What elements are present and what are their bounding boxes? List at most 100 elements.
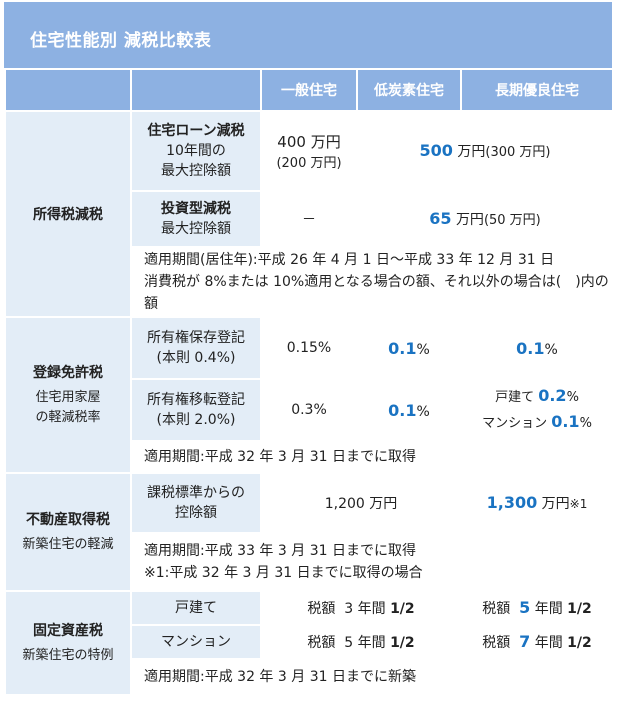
invest-merged-num: 65 — [429, 209, 452, 228]
reg-transfer-row: 所有権移転登記 (本則 2.0%) 0.3% 0.1% 戸建て 0.2% マンシ… — [5, 378, 614, 442]
income-invest-row: 投資型減税 最大控除額 － 65 万円(50 万円) — [5, 190, 614, 248]
invest-merged-unit: 万円 — [455, 212, 484, 228]
loan-line3: 最大控除額 — [161, 163, 231, 179]
registration-sub-1: 住宅用家屋 — [35, 390, 101, 405]
transfer-line1: 所有権移転登記 — [147, 392, 245, 408]
preservation-lowcarbon-unit: % — [416, 341, 430, 358]
detached-right-num: 5 — [519, 598, 531, 617]
invest-title: 投資型減税 — [161, 201, 231, 217]
detached-left-num: 3 — [344, 601, 354, 617]
header-blank-2 — [130, 68, 262, 112]
transfer-longterm-l1-unit: % — [566, 390, 579, 405]
acquisition-note: 適用期間:平成 33 年 3 月 31 日までに取得 ※1:平成 32 年 3 … — [130, 532, 614, 592]
acquisition-longterm-unit: 万円 — [541, 496, 570, 512]
acquisition-sub: 新築住宅の軽減 — [22, 537, 114, 552]
loan-merged-num: 500 — [419, 141, 453, 160]
registration-tax-label: 登録免許税 — [33, 365, 103, 381]
detached-item: 戸建て — [130, 590, 262, 626]
registration-sub: 住宅用家屋 の軽減税率 — [6, 388, 130, 428]
acquisition-item: 課税標準からの 控除額 — [130, 472, 262, 534]
loan-general: 400 万円 (200 万円) — [260, 110, 358, 192]
acquisition-tax-category: 不動産取得税 新築住宅の軽減 — [4, 472, 132, 592]
reg-preservation-row: 登録免許税 住宅用家屋 の軽減税率 所有権保存登記 (本則 0.4%) 0.15… — [4, 316, 614, 474]
condo-right: 税額 7 年間 1/2 — [460, 624, 614, 660]
loan-merged-paren: (300 万円) — [485, 145, 551, 160]
preservation-lowcarbon: 0.1% — [356, 316, 462, 380]
income-note: 適用期間(居住年):平成 26 年 4 月 1 日〜平成 33 年 12 月 3… — [130, 246, 614, 318]
loan-title: 住宅ローン減税 — [147, 123, 245, 139]
transfer-lowcarbon: 0.1% — [356, 378, 462, 442]
condo-left-num: 5 — [344, 635, 354, 651]
transfer-longterm-l1-num: 0.2 — [538, 386, 567, 405]
condo-right-frac: 1/2 — [567, 635, 592, 651]
preservation-longterm-num: 0.1 — [516, 338, 545, 358]
detached-right: 税額 5 年間 1/2 — [460, 590, 614, 626]
property-tax-label: 固定資産税 — [33, 623, 103, 639]
loan-line2: 10年間の — [166, 143, 226, 159]
detached-left-frac: 1/2 — [390, 601, 415, 617]
acq-row: 不動産取得税 新築住宅の軽減 課税標準からの 控除額 1,200 万円 1,30… — [4, 472, 614, 592]
invest-item: 投資型減税 最大控除額 — [130, 190, 262, 248]
transfer-item: 所有権移転登記 (本則 2.0%) — [130, 378, 262, 442]
loan-merged: 500 万円(300 万円) — [356, 110, 614, 192]
preservation-item: 所有権保存登記 (本則 0.4%) — [130, 316, 262, 380]
transfer-longterm: 戸建て 0.2% マンション 0.1% — [460, 378, 614, 442]
loan-merged-unit: 万円 — [457, 144, 486, 160]
transfer-longterm-l2-num: 0.1 — [551, 412, 580, 431]
condo-right-prefix: 税額 — [482, 635, 511, 651]
registration-sub-2: の軽減税率 — [35, 410, 101, 425]
header-blank — [4, 68, 132, 112]
preservation-longterm-unit: % — [544, 341, 558, 358]
invest-line2: 最大控除額 — [161, 221, 231, 237]
acquisition-longterm: 1,300 万円※1 — [460, 472, 614, 534]
detached-right-frac: 1/2 — [567, 601, 592, 617]
acquisition-tax-label: 不動産取得税 — [26, 512, 110, 528]
income-note-row: 適用期間(居住年):平成 26 年 4 月 1 日〜平成 33 年 12 月 3… — [5, 246, 614, 318]
detached-right-unit: 年間 — [534, 601, 563, 617]
preservation-general: 0.15% — [260, 316, 358, 380]
detached-left-prefix: 税額 — [307, 601, 336, 617]
tax-comparison-table: 住宅性能別 減税比較表 一般住宅 低炭素住宅 長期優良住宅 所得税減税 住宅ロー… — [4, 2, 618, 696]
transfer-lowcarbon-unit: % — [416, 403, 430, 420]
invest-general: － — [260, 190, 358, 248]
table-title: 住宅性能別 減税比較表 — [4, 2, 612, 68]
preservation-longterm: 0.1% — [460, 316, 614, 380]
preservation-line1: 所有権保存登記 — [147, 330, 245, 346]
detached-left: 税額 3 年間 1/2 — [260, 590, 462, 626]
condo-right-unit: 年間 — [534, 635, 563, 651]
header-row: 一般住宅 低炭素住宅 長期優良住宅 — [4, 68, 614, 112]
transfer-longterm-l1-label: 戸建て — [495, 390, 535, 405]
prop-condo-row: マンション 税額 5 年間 1/2 税額 7 年間 1/2 — [5, 624, 614, 660]
registration-note: 適用期間:平成 32 年 3 月 31 日までに取得 — [130, 440, 614, 474]
property-sub: 新築住宅の特例 — [22, 648, 114, 663]
income-tax-label: 所得税減税 — [33, 207, 103, 223]
acquisition-longterm-num: 1,300 — [486, 493, 538, 512]
loan-general-main: 400 万円 — [277, 133, 341, 151]
header-longterm: 長期優良住宅 — [460, 68, 614, 112]
condo-right-num: 7 — [519, 632, 531, 651]
reg-note-row: 適用期間:平成 32 年 3 月 31 日までに取得 — [5, 440, 614, 474]
prop-detached-row: 固定資産税 新築住宅の特例 戸建て 税額 3 年間 1/2 税額 5 年間 1/… — [4, 590, 614, 696]
detached-right-prefix: 税額 — [482, 601, 511, 617]
acquisition-note-1: 適用期間:平成 33 年 3 月 31 日までに取得 — [144, 543, 416, 559]
acquisition-note-2: ※1:平成 32 年 3 月 31 日までに取得の場合 — [144, 565, 423, 581]
condo-left-unit: 年間 — [357, 635, 386, 651]
preservation-line2: (本則 0.4%) — [156, 350, 236, 366]
invest-merged: 65 万円(50 万円) — [356, 190, 614, 248]
property-note: 適用期間:平成 32 年 3 月 31 日までに新築 — [130, 658, 614, 696]
acquisition-longterm-mark: ※1 — [569, 497, 588, 511]
transfer-general: 0.3% — [260, 378, 358, 442]
registration-tax-category: 登録免許税 住宅用家屋 の軽減税率 — [4, 316, 132, 474]
transfer-longterm-l2-unit: % — [579, 416, 592, 431]
invest-merged-paren: (50 万円) — [483, 213, 541, 228]
income-note-1: 適用期間(居住年):平成 26 年 4 月 1 日〜平成 33 年 12 月 3… — [144, 252, 555, 268]
condo-left-prefix: 税額 — [307, 635, 336, 651]
condo-left-frac: 1/2 — [390, 635, 415, 651]
loan-general-sub: (200 万円) — [276, 156, 342, 171]
loan-item: 住宅ローン減税 10年間の 最大控除額 — [130, 110, 262, 192]
acq-note-row: 適用期間:平成 33 年 3 月 31 日までに取得 ※1:平成 32 年 3 … — [5, 532, 614, 592]
acquisition-merged: 1,200 万円 — [260, 472, 462, 534]
income-tax-category: 所得税減税 — [4, 110, 132, 318]
income-note-2: 消費税が 8%または 10%適用となる場合の額、それ以外の場合は( )内の額 — [144, 274, 609, 312]
transfer-longterm-l2-label: マンション — [482, 416, 548, 431]
